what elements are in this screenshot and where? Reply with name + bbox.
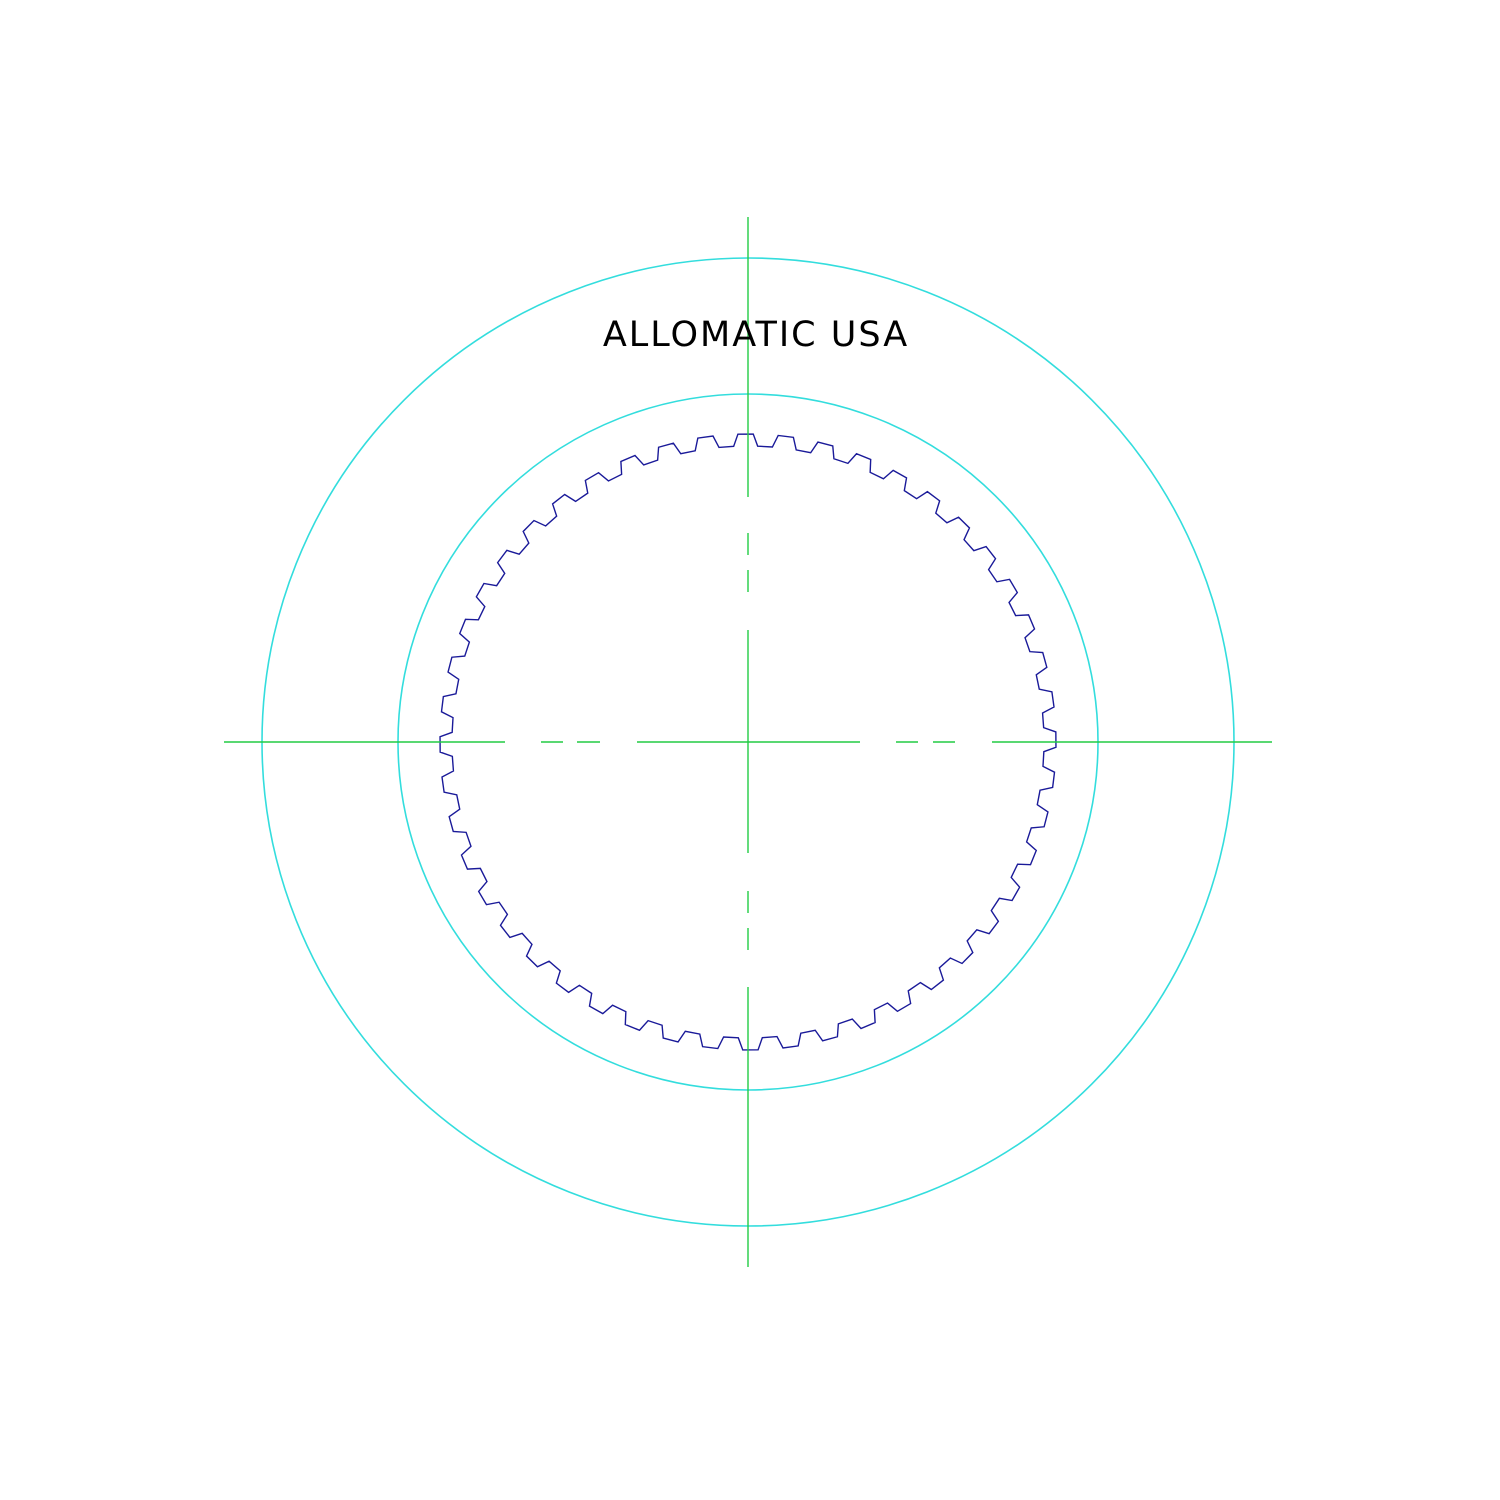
manufacturer-label: ALLOMATIC USA [603,315,909,355]
internal-spline-teeth [439,433,1057,1051]
centerlines [224,217,1272,1267]
